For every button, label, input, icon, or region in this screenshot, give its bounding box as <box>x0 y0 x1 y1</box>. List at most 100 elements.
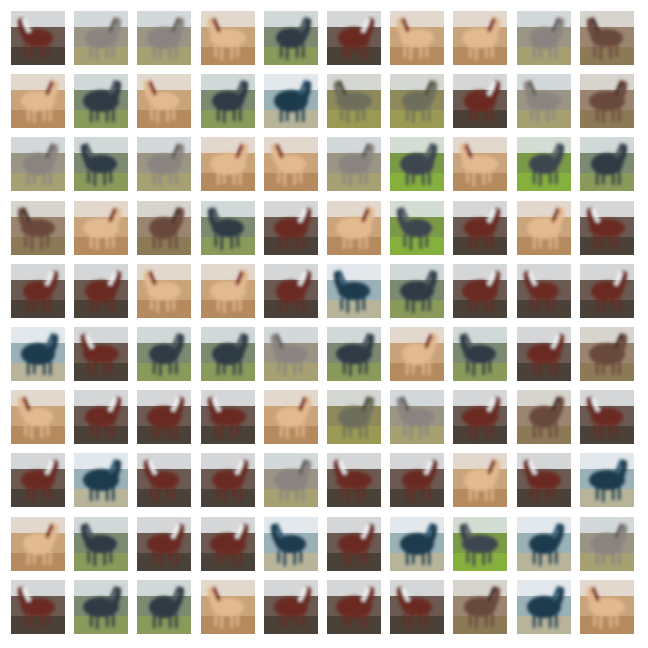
sample-thumbnail <box>264 327 318 381</box>
animal-silhouette <box>591 270 628 313</box>
sample-thumbnail <box>11 327 65 381</box>
animal-silhouette <box>85 396 122 439</box>
animal-silhouette <box>23 143 59 185</box>
sample-thumbnail <box>390 137 444 191</box>
animal-silhouette <box>270 143 306 186</box>
sample-thumbnail <box>517 201 571 255</box>
sample-thumbnail <box>264 264 318 318</box>
animal-silhouette <box>207 396 246 439</box>
animal-silhouette <box>17 17 53 60</box>
sample-thumbnail <box>327 137 381 191</box>
sample-thumbnail <box>74 390 128 444</box>
sample-thumbnail <box>201 264 255 318</box>
animal-silhouette <box>149 586 185 628</box>
sample-thumbnail <box>453 137 507 191</box>
sample-thumbnail <box>74 201 128 255</box>
sample-thumbnail <box>517 517 571 571</box>
sample-thumbnail <box>580 11 634 65</box>
animal-silhouette <box>396 396 434 439</box>
animal-silhouette <box>212 333 249 375</box>
sample-thumbnail <box>137 11 191 65</box>
sample-thumbnail <box>453 390 507 444</box>
sample-thumbnail <box>453 580 507 634</box>
sample-thumbnail <box>327 201 381 255</box>
sample-thumbnail <box>390 11 444 65</box>
animal-silhouette <box>333 270 370 313</box>
sample-thumbnail <box>11 137 65 191</box>
animal-silhouette <box>276 270 312 312</box>
animal-silhouette <box>338 523 375 566</box>
animal-silhouette <box>21 459 59 502</box>
sample-thumbnail <box>11 580 65 634</box>
animal-silhouette <box>80 143 117 186</box>
sample-thumbnail <box>327 74 381 128</box>
sample-thumbnail <box>453 201 507 255</box>
animal-silhouette <box>274 586 312 629</box>
sample-thumbnail <box>580 390 634 444</box>
sample-thumbnail <box>453 74 507 128</box>
sample-thumbnail <box>201 580 255 634</box>
sample-thumbnail <box>453 327 507 381</box>
animal-silhouette <box>21 80 59 123</box>
animal-silhouette <box>402 333 438 375</box>
sample-thumbnail <box>327 453 381 507</box>
sample-thumbnail <box>327 264 381 318</box>
sample-thumbnail <box>390 453 444 507</box>
animal-silhouette <box>523 80 561 123</box>
animal-silhouette <box>459 523 498 566</box>
animal-silhouette <box>400 523 438 565</box>
animal-silhouette <box>589 333 628 375</box>
sample-thumbnail <box>517 453 571 507</box>
sample-thumbnail <box>201 327 255 381</box>
sample-thumbnail <box>74 11 128 65</box>
animal-silhouette <box>274 207 312 250</box>
animal-silhouette <box>83 207 122 250</box>
animal-silhouette <box>464 80 501 122</box>
animal-silhouette <box>147 143 185 186</box>
animal-silhouette <box>149 207 185 249</box>
animal-silhouette <box>149 333 185 376</box>
animal-silhouette <box>589 459 628 502</box>
animal-silhouette <box>586 207 625 250</box>
animal-silhouette <box>83 459 122 501</box>
animal-silhouette <box>527 586 565 628</box>
sample-thumbnail <box>74 137 128 191</box>
animal-silhouette <box>523 270 559 313</box>
sample-thumbnail <box>264 74 318 128</box>
sample-thumbnail <box>580 137 634 191</box>
animal-silhouette <box>586 396 623 439</box>
sample-thumbnail <box>11 11 65 65</box>
animal-silhouette <box>85 17 122 60</box>
sample-thumbnail <box>264 453 318 507</box>
sample-thumbnail <box>201 517 255 571</box>
sample-thumbnail <box>390 580 444 634</box>
sample-thumbnail <box>580 580 634 634</box>
sample-thumbnail <box>264 11 318 65</box>
animal-silhouette <box>210 270 249 313</box>
sample-thumbnail <box>390 264 444 318</box>
sample-thumbnail <box>264 201 318 255</box>
animal-silhouette <box>23 523 59 565</box>
sample-thumbnail <box>580 517 634 571</box>
animal-silhouette <box>274 459 312 501</box>
sample-thumbnail <box>137 137 191 191</box>
sample-thumbnail <box>11 453 65 507</box>
sample-thumbnail <box>74 517 128 571</box>
animal-silhouette <box>210 523 249 565</box>
sample-thumbnail <box>327 580 381 634</box>
sample-thumbnail <box>201 137 255 191</box>
sample-thumbnail <box>137 390 191 444</box>
animal-silhouette <box>523 459 561 502</box>
sample-thumbnail <box>264 517 318 571</box>
animal-silhouette <box>336 207 375 249</box>
sample-thumbnail <box>137 201 191 255</box>
animal-silhouette <box>586 17 623 60</box>
sample-thumbnail <box>11 390 65 444</box>
sample-thumbnail <box>137 74 191 128</box>
sample-thumbnail <box>137 517 191 571</box>
animal-silhouette <box>207 586 244 629</box>
sample-thumbnail <box>327 11 381 65</box>
animal-silhouette <box>529 396 565 438</box>
sample-thumbnail <box>453 453 507 507</box>
